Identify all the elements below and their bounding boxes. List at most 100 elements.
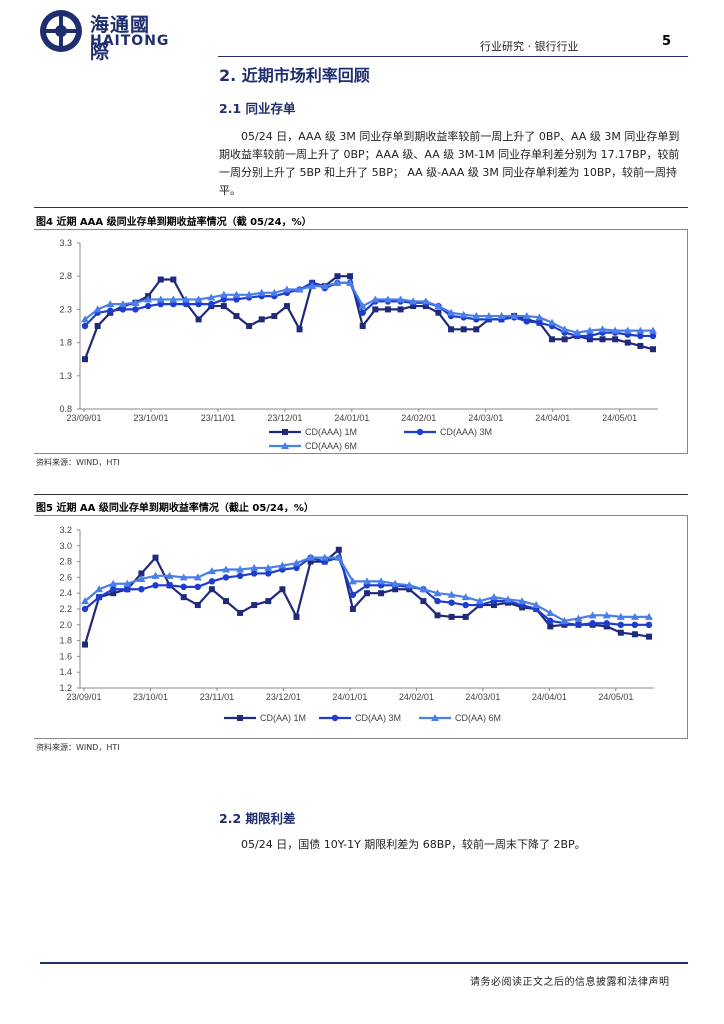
data-point [138, 586, 145, 593]
data-point [504, 595, 512, 603]
series-line [83, 547, 650, 645]
data-point [81, 605, 89, 613]
figure4-right-border [687, 229, 688, 453]
legend-marker [281, 442, 289, 449]
x-tick-label: 24/01/01 [334, 413, 369, 423]
y-tick-label: 2.8 [59, 557, 72, 567]
data-point [123, 579, 132, 587]
footer-disclaimer: 请务必阅读正文之后的信息披露和法律声明 [470, 977, 670, 988]
data-point [257, 288, 266, 296]
data-point [237, 609, 244, 616]
data-point [208, 586, 215, 593]
data-point [435, 309, 442, 316]
data-point [649, 332, 657, 340]
data-point [448, 613, 455, 620]
data-point [81, 322, 89, 330]
data-point [397, 306, 404, 313]
data-point [518, 597, 527, 605]
data-point [460, 326, 467, 333]
data-point [195, 316, 202, 323]
x-tick-label: 23/11/01 [200, 692, 234, 702]
data-point [182, 300, 190, 308]
series-line [84, 281, 653, 334]
data-point [447, 590, 456, 598]
data-point [490, 602, 497, 609]
data-point [95, 585, 104, 593]
data-point [462, 613, 469, 620]
x-tick-label: 24/02/01 [399, 692, 434, 702]
data-point [384, 306, 391, 313]
data-point [346, 278, 355, 286]
x-tick-label: 23/12/01 [266, 692, 301, 702]
x-tick-label: 24/03/01 [465, 692, 500, 702]
data-point [433, 589, 442, 597]
data-point [95, 593, 103, 601]
data-point [250, 563, 259, 571]
data-point [405, 581, 414, 589]
subsection-title-cd: 2.1 同业存单 [219, 101, 296, 116]
data-point [93, 305, 102, 313]
data-point [194, 295, 203, 303]
haitong-emblem-icon [40, 10, 82, 52]
data-point [646, 633, 652, 640]
data-point [179, 573, 188, 581]
figure5-title-underline [34, 515, 688, 516]
subsection-title-term-spread: 2.2 期限利差 [219, 811, 296, 826]
data-point [649, 326, 657, 334]
legend-label: CD(AAA) 3M [440, 427, 492, 437]
data-point [232, 290, 241, 298]
data-point [489, 593, 498, 601]
data-point [292, 559, 301, 567]
y-tick-label: 3.3 [59, 238, 72, 248]
data-point [132, 306, 139, 313]
data-point [169, 295, 178, 303]
term-spread-paragraph-text: 05/24 日，国债 10Y-1Y 期限利差为 68BP，较前一周末下降了 2B… [241, 838, 586, 851]
x-tick-label: 24/01/01 [332, 692, 367, 702]
data-point [282, 285, 291, 293]
data-point [271, 313, 278, 320]
legend-label: CD(AA) 6M [455, 713, 501, 723]
data-point [207, 567, 216, 575]
legend-marker [237, 715, 243, 721]
data-point [156, 295, 165, 303]
x-tick-label: 23/09/01 [66, 413, 101, 423]
data-point [220, 303, 227, 310]
y-tick-label: 2.6 [59, 572, 72, 582]
data-point [409, 297, 418, 305]
legend-marker [416, 428, 424, 436]
data-point [472, 312, 481, 320]
logo-chinese-text: 海通國際 [90, 14, 151, 63]
x-tick-label: 24/04/01 [532, 692, 567, 702]
y-tick-label: 3.2 [59, 525, 72, 535]
data-point [434, 612, 441, 619]
haitong-logo: 海通國際 HAITONG [38, 8, 170, 63]
data-point [547, 617, 554, 625]
y-tick-label: 1.4 [59, 667, 72, 677]
x-tick-label: 23/10/01 [133, 413, 168, 423]
data-point [535, 313, 544, 321]
data-point [219, 290, 228, 298]
data-point [308, 282, 317, 290]
figure5-right-border [687, 515, 688, 738]
data-point [510, 312, 519, 320]
logo-english-text: HAITONG [90, 33, 170, 49]
data-point [180, 594, 187, 601]
figure5-title: 图5 近期 AA 级同业存单到期收益率情况（截止 05/24，%） [36, 503, 314, 514]
data-point [631, 631, 638, 638]
data-point [131, 298, 140, 306]
data-point [118, 300, 127, 308]
data-point [359, 309, 366, 316]
figure4-title: 图4 近期 AAA 级同业存单到期收益率情况（截 05/24，%） [36, 217, 312, 228]
page-number: 5 [662, 34, 672, 49]
data-point [421, 297, 430, 305]
data-point [194, 602, 201, 609]
data-point [637, 342, 644, 349]
x-tick-label: 23/12/01 [267, 413, 302, 423]
data-point [251, 602, 258, 609]
data-point [434, 597, 441, 605]
data-point [106, 300, 115, 308]
data-point [475, 597, 484, 605]
data-point [650, 346, 656, 353]
data-point [320, 553, 329, 561]
data-point [645, 621, 653, 628]
